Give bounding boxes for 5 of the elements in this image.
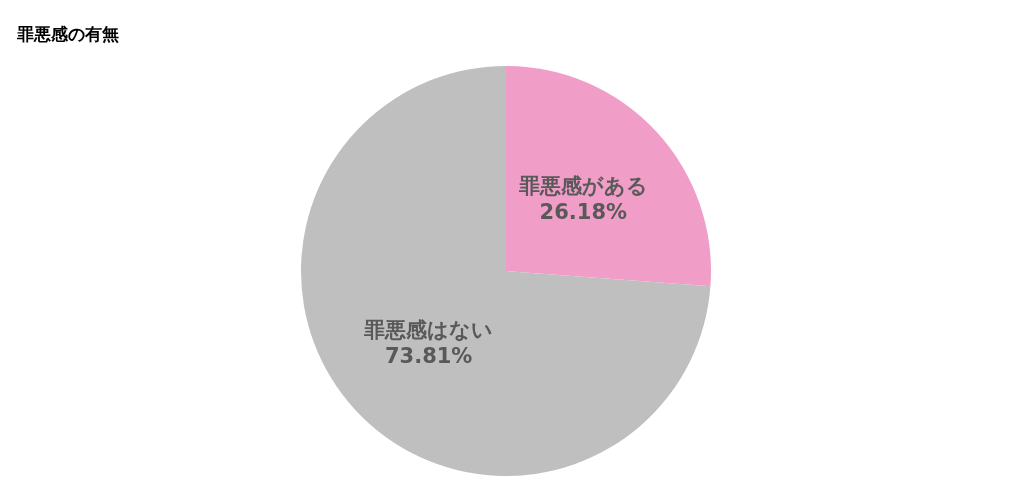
data-label: 73.81% [384, 343, 473, 368]
slice-label: 罪悪感はない [363, 317, 494, 342]
slice-label: 罪悪感がある [517, 174, 648, 199]
text: 罪悪感の有無 [16, 23, 119, 44]
data-label: 26.18% [539, 200, 628, 225]
